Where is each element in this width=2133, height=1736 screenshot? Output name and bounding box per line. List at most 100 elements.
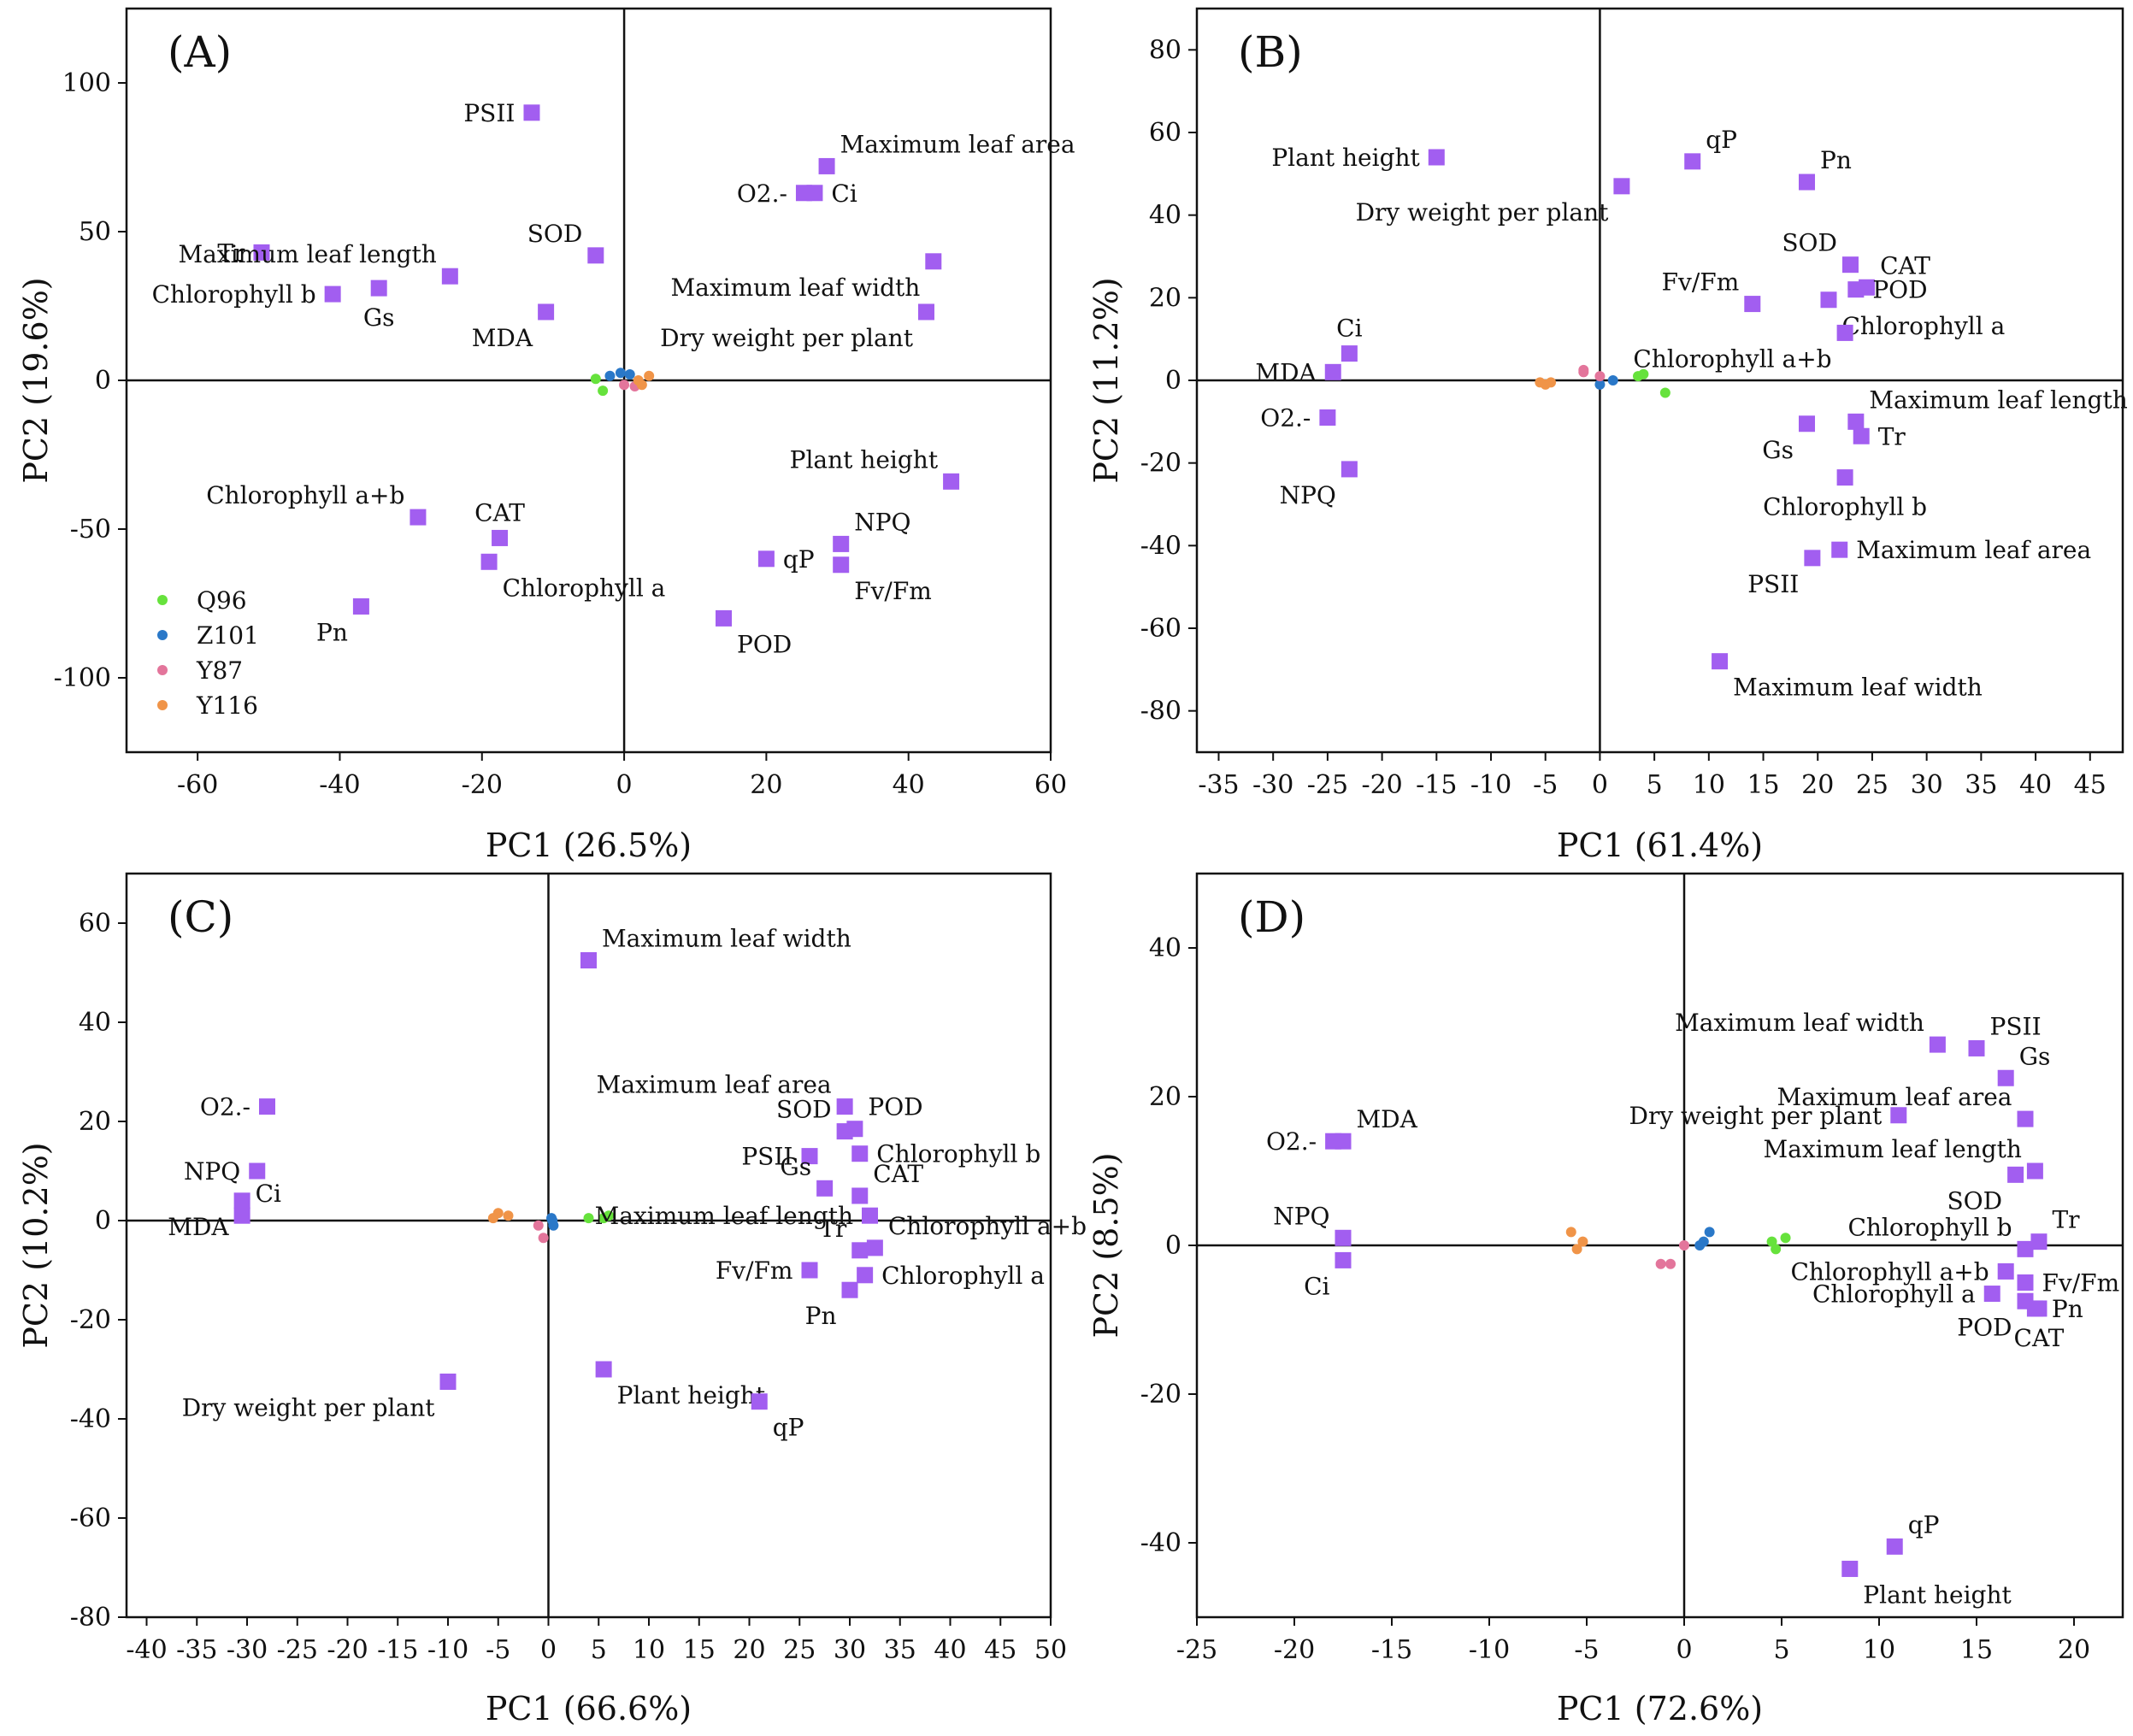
y-tick-label: 20 [1149,283,1181,313]
x-tick-label: 0 [616,770,633,800]
legend-label: Q96 [197,586,247,615]
loading-marker [233,1207,250,1224]
y-axis-title: PC2 (8.5%) [1087,1152,1125,1338]
y-tick-label: 40 [1149,933,1181,963]
loading-label: SOD [527,220,583,248]
legend-label: Y116 [196,691,258,720]
loading-label: O2.- [200,1093,250,1121]
loading-label: SOD [1782,229,1837,257]
loading-label: PSII [741,1143,793,1171]
loading-label: Maximum leaf width [1733,674,1983,702]
loading-label: Fv/Fm [2042,1269,2120,1298]
score-point-y87 [1679,1240,1689,1251]
score-point-y87 [1665,1258,1676,1269]
loading-label: Chlorophyll a [1812,1280,1976,1309]
loading-label: NPQ [854,508,910,536]
loading-marker [851,1145,869,1162]
loading-label: POD [868,1093,922,1121]
loading-label: Maximum leaf width [1675,1009,1924,1037]
x-tick-label: 15 [683,1635,716,1665]
score-point-z101 [624,369,635,380]
loading-marker [1836,324,1853,341]
loading-label: NPQ [1273,1202,1329,1230]
x-tick-label: -20 [327,1635,368,1665]
loading-marker [836,1098,853,1115]
legend-label: Y87 [196,656,243,685]
y-axis-title: PC2 (10.2%) [17,1142,55,1348]
x-tick-label: -30 [227,1635,268,1665]
loading-marker [925,253,942,270]
loading-label: Dry weight per plant [182,1394,436,1422]
plot-frame [125,872,1052,1619]
x-tick-label: -15 [377,1635,418,1665]
loading-marker [2017,1110,2034,1127]
loading-marker [253,244,270,261]
x-axis-title: PC1 (61.4%) [1557,827,1763,864]
x-tick-label: 20 [2058,1635,2090,1665]
score-point-y116 [1535,377,1546,388]
score-point-q96 [604,1210,614,1221]
legend-swatch-y87 [157,665,168,675]
loading-marker [2017,1240,2034,1257]
loading-marker [1847,413,1865,430]
loading-label: Chlorophyll a+b [206,481,404,509]
score-point-y87 [1655,1258,1666,1269]
loading-marker [851,1242,869,1259]
loading-label: Gs [1762,436,1794,464]
loading-marker [324,285,341,303]
score-point-q96 [590,374,601,385]
loading-marker [1968,1039,1985,1056]
loading-label: Maximum leaf length [178,240,436,268]
y-axis-title: PC2 (19.6%) [17,277,55,483]
loading-label: MDA [1255,358,1317,386]
loading-marker [833,535,850,552]
x-tick-label: 5 [1773,1635,1789,1665]
score-point-y116 [1565,1227,1576,1238]
loading-marker [866,1239,883,1256]
loading-label: Chlorophyll a+b [1791,1257,1989,1286]
legend-swatch-y116 [157,700,168,710]
panel-c: -40 -35 -30 -25 -20 -15 -10 -5 0 5 10 15 20 25 30 35 40 4… [17,872,1087,1727]
loading-marker [1335,1251,1352,1268]
loading-marker [1428,149,1445,166]
x-tick-label: 40 [2019,770,2052,800]
score-point-y116 [633,375,644,385]
loading-marker [1997,1069,2014,1086]
x-tick-label: 30 [834,1635,866,1665]
loading-marker [1804,550,1821,567]
loading-marker [1820,291,1837,309]
loading-label: CAT [1880,251,1930,280]
x-tick-label: 35 [1965,770,1997,800]
score-point-q96 [1780,1233,1791,1244]
x-tick-label: -60 [177,770,218,800]
loading-marker [1324,363,1341,380]
loading-marker [841,1281,858,1298]
loading-marker [715,609,732,627]
loading-marker [1799,174,1816,191]
x-tick-label: 25 [783,1635,816,1665]
x-axis-title: PC1 (26.5%) [486,827,692,864]
loading-label: NPQ [184,1157,240,1186]
y-tick-label: 80 [1149,35,1181,65]
loading-marker [1831,541,1848,558]
loading-label: Fv/Fm [1662,268,1740,297]
loading-label: Plant height [617,1381,766,1409]
loading-marker [917,303,934,321]
score-point-z101 [1698,1236,1709,1247]
loading-label: Chlorophyll a [503,574,666,602]
loading-marker [580,952,597,968]
loading-marker [1799,415,1816,433]
x-tick-label: 0 [540,1635,557,1665]
loading-label: PSII [463,99,515,127]
x-tick-label: -5 [1533,770,1558,800]
loading-label: Maximum leaf length [1869,385,2127,414]
loading-marker [833,556,850,574]
x-tick-label: 60 [1034,770,1067,800]
loading-marker [1319,409,1336,426]
loading-marker [2017,1292,2034,1309]
y-tick-label: -40 [1140,1528,1181,1558]
score-point-z101 [1607,375,1618,385]
score-point-z101 [1704,1227,1715,1238]
loading-label: Tr [819,1215,847,1243]
